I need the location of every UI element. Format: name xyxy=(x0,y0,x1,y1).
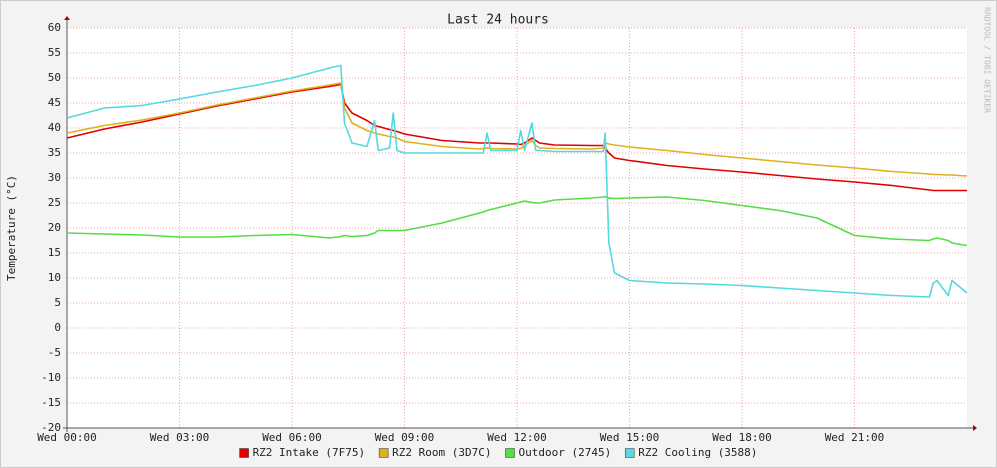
y-tick-label: 60 xyxy=(48,21,61,34)
y-tick-label: 15 xyxy=(48,246,61,259)
y-axis-label: Temperature (°C) xyxy=(5,175,18,281)
legend-label: RZ2 Intake (7F75) xyxy=(253,446,366,459)
x-tick-label: Wed 00:00 xyxy=(37,431,97,444)
x-tick-label: Wed 21:00 xyxy=(825,431,885,444)
y-tick-label: 45 xyxy=(48,96,61,109)
y-tick-label: -15 xyxy=(41,396,61,409)
y-tick-label: -10 xyxy=(41,371,61,384)
legend-swatch xyxy=(624,448,635,458)
y-tick-label: 30 xyxy=(48,171,61,184)
legend-label: RZ2 Room (3D7C) xyxy=(392,446,491,459)
axis-arrow xyxy=(64,16,70,20)
y-tick-label: 0 xyxy=(54,321,61,334)
axis-arrow xyxy=(973,425,977,431)
legend-swatch xyxy=(505,448,515,458)
x-tick-label: Wed 06:00 xyxy=(262,431,322,444)
y-tick-label: 20 xyxy=(48,221,61,234)
series-line xyxy=(66,195,968,247)
x-tick-label: Wed 03:00 xyxy=(150,431,210,444)
y-tick-label: 10 xyxy=(48,271,61,284)
series-line xyxy=(66,82,968,177)
legend-swatch xyxy=(239,448,249,458)
x-tick-label: Wed 12:00 xyxy=(487,431,547,444)
x-tick-label: Wed 15:00 xyxy=(600,431,660,444)
y-tick-label: -20 xyxy=(41,421,61,434)
y-tick-label: 40 xyxy=(48,121,61,134)
y-tick-label: 55 xyxy=(48,46,61,59)
chart-title: Last 24 hours xyxy=(447,13,549,28)
y-tick-label: 5 xyxy=(54,296,61,309)
y-tick-label: 35 xyxy=(48,146,61,159)
watermark: RRDTOOL / TOBI OETIKER xyxy=(983,7,992,113)
x-tick-label: Wed 09:00 xyxy=(375,431,435,444)
x-tick-label: Wed 18:00 xyxy=(712,431,772,444)
series-line xyxy=(66,64,968,298)
legend-label: Outdoor (2745) xyxy=(519,446,612,459)
y-tick-label: 50 xyxy=(48,71,61,84)
legend-label: RZ2 Cooling (3588) xyxy=(638,446,757,459)
y-tick-label: 25 xyxy=(48,196,61,209)
y-tick-label: -5 xyxy=(48,346,61,359)
legend-swatch xyxy=(378,448,389,458)
